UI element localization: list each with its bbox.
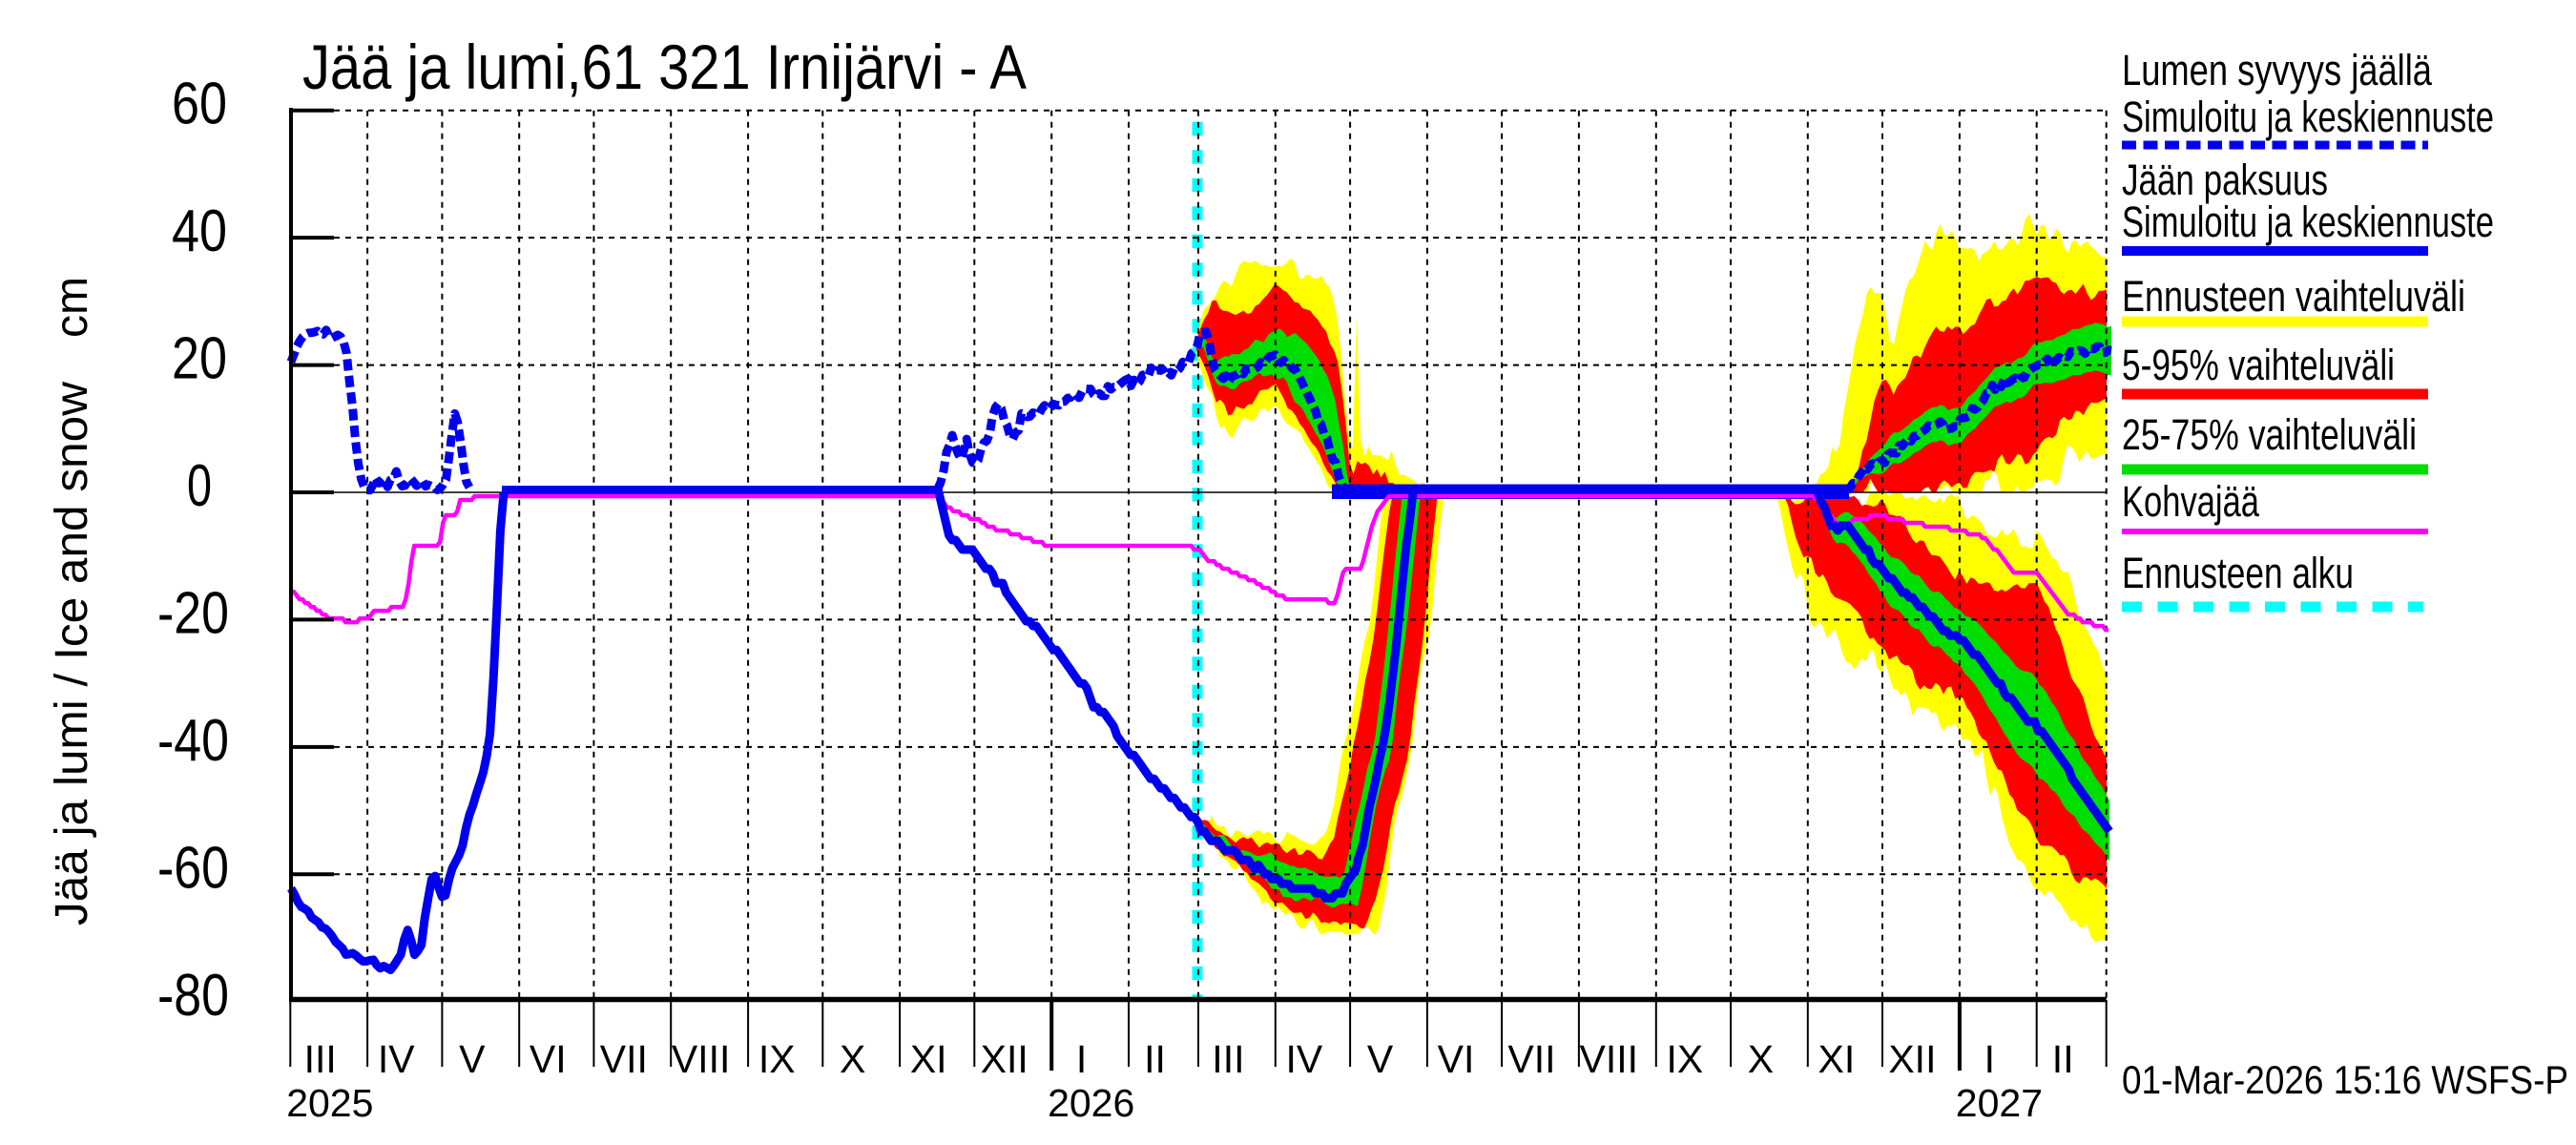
svg-text:X: X: [1748, 1037, 1774, 1081]
svg-text:X: X: [840, 1037, 865, 1081]
svg-text:-60: -60: [157, 835, 229, 901]
svg-text:-20: -20: [157, 580, 229, 646]
svg-text:II: II: [2052, 1037, 2074, 1081]
svg-text:Ennusteen vaihteluväli: Ennusteen vaihteluväli: [2122, 272, 2465, 321]
svg-text:0: 0: [187, 453, 212, 519]
svg-text:Kohvajää: Kohvajää: [2122, 477, 2260, 526]
svg-text:V: V: [1367, 1037, 1394, 1081]
svg-text:IX: IX: [758, 1037, 796, 1081]
svg-text:VIII: VIII: [1580, 1037, 1639, 1081]
svg-text:VI: VI: [1438, 1037, 1475, 1081]
svg-text:I: I: [1076, 1037, 1087, 1081]
svg-text:Jää ja lumi,61 321 Irnijärvi -: Jää ja lumi,61 321 Irnijärvi - A: [302, 31, 1027, 102]
svg-text:XI: XI: [1818, 1037, 1856, 1081]
svg-text:XI: XI: [910, 1037, 947, 1081]
svg-text:2025: 2025: [286, 1081, 373, 1125]
svg-text:Lumen syvyys jäällä: Lumen syvyys jäällä: [2122, 46, 2433, 94]
svg-text:2026: 2026: [1048, 1081, 1134, 1125]
svg-text:25-75% vaihteluväli: 25-75% vaihteluväli: [2122, 410, 2417, 459]
svg-text:XII: XII: [1888, 1037, 1936, 1081]
svg-text:VI: VI: [530, 1037, 567, 1081]
svg-text:-80: -80: [157, 963, 229, 1029]
svg-text:60: 60: [172, 72, 227, 137]
svg-text:Jään paksuus: Jään paksuus: [2122, 156, 2328, 204]
svg-text:5-95% vaihteluväli: 5-95% vaihteluväli: [2122, 341, 2395, 389]
svg-text:IV: IV: [378, 1037, 415, 1081]
svg-text:Jää ja lumi / Ice and snow: Jää ja lumi / Ice and snow: [47, 382, 97, 926]
svg-text:III: III: [1212, 1037, 1244, 1081]
svg-text:01-Mar-2026 15:16 WSFS-P: 01-Mar-2026 15:16 WSFS-P: [2122, 1057, 2568, 1102]
svg-text:IV: IV: [1286, 1037, 1323, 1081]
svg-text:III: III: [304, 1037, 337, 1081]
svg-text:I: I: [1984, 1037, 1995, 1081]
svg-text:40: 40: [172, 198, 227, 264]
svg-text:VII: VII: [600, 1037, 648, 1081]
svg-text:Simuloitu ja keskiennuste: Simuloitu ja keskiennuste: [2122, 93, 2494, 141]
svg-text:XII: XII: [981, 1037, 1028, 1081]
svg-text:Ennusteen alku: Ennusteen alku: [2122, 549, 2354, 597]
svg-text:IX: IX: [1667, 1037, 1704, 1081]
svg-text:VIII: VIII: [672, 1037, 731, 1081]
svg-text:V: V: [459, 1037, 486, 1081]
svg-text:20: 20: [172, 326, 227, 392]
svg-text:VII: VII: [1507, 1037, 1555, 1081]
svg-text:-40: -40: [157, 708, 229, 774]
svg-text:cm: cm: [47, 277, 97, 338]
svg-text:Simuloitu ja keskiennuste: Simuloitu ja keskiennuste: [2122, 198, 2494, 246]
svg-text:2027: 2027: [1956, 1081, 2043, 1125]
svg-text:II: II: [1144, 1037, 1166, 1081]
